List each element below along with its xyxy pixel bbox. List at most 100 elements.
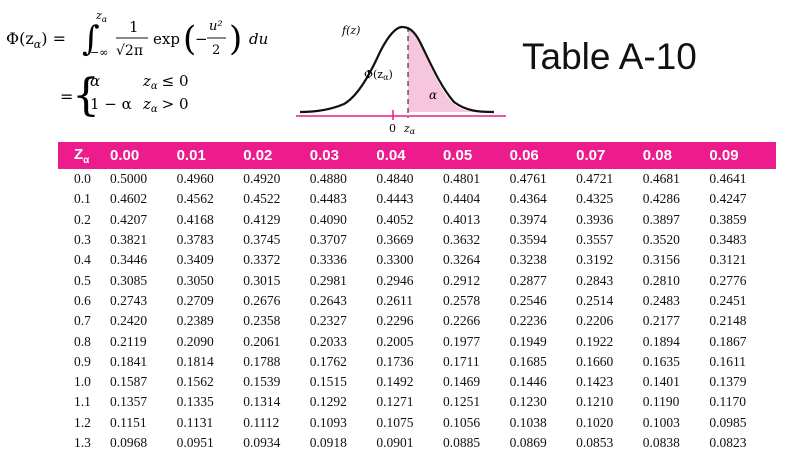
table-cell: 0.4404 — [442, 191, 481, 207]
row-z-value: 0.6 — [74, 292, 91, 308]
case1-cond: zα ≤ 0 — [142, 72, 189, 92]
table-cell: 0.1335 — [176, 394, 214, 410]
table-cell: 0.4325 — [576, 191, 614, 207]
case1-value: α — [90, 72, 100, 90]
table-cell: 0.2389 — [176, 313, 214, 329]
table-cell: 0.1762 — [309, 353, 347, 369]
table-cell: 0.0853 — [576, 435, 614, 450]
table-cell: 0.1190 — [642, 394, 680, 410]
table-cell: 0.2327 — [309, 313, 347, 329]
z-alpha-label: zα — [403, 122, 416, 136]
table-cell: 0.1635 — [642, 353, 680, 369]
table-cell: 0.2546 — [509, 292, 547, 308]
table-cell: 0.2358 — [243, 313, 281, 329]
table-cell: 0.3085 — [110, 272, 148, 288]
table-cell: 0.1711 — [442, 353, 480, 369]
row-z-value: 0.0 — [74, 171, 91, 187]
integral-sign: ∫ — [82, 19, 100, 59]
table-cell: 0.0838 — [642, 435, 680, 450]
table-cell: 0.2177 — [642, 313, 680, 329]
header-row: Zα 0.00 0.01 0.02 0.03 0.04 0.05 0.06 0.07 0.08 0… — [58, 142, 776, 169]
table-row: 0.2 0.4207 0.4168 0.4129 0.4090 0.4052 0.4013 0… — [58, 210, 776, 230]
row-z-value: 0.3 — [74, 232, 91, 248]
table-cell: 0.3974 — [509, 211, 547, 227]
case2-cond: zα > 0 — [142, 95, 189, 115]
table-cell: 0.2776 — [709, 272, 747, 288]
header-col: 0.04 — [376, 147, 406, 164]
table-cell: 0.2946 — [376, 272, 414, 288]
table-cell: 0.3300 — [376, 252, 414, 268]
row-z-value: 0.7 — [74, 313, 91, 329]
table-cell: 0.3409 — [176, 252, 214, 268]
table-cell: 0.3264 — [442, 252, 481, 268]
zero-label: 0 — [389, 122, 396, 135]
table-cell: 0.4522 — [243, 191, 281, 207]
table-cell: 0.1587 — [110, 374, 148, 390]
table-row: 0.7 0.2420 0.2389 0.2358 0.2327 0.2296 0.2266 0… — [58, 311, 776, 331]
table-cell: 0.1271 — [376, 394, 414, 410]
table-cell: 0.1867 — [709, 333, 747, 349]
table-cell: 0.1093 — [309, 414, 347, 430]
table-cell: 0.1814 — [176, 353, 214, 369]
table-cell: 0.4443 — [376, 191, 414, 207]
table-cell: 0.2148 — [709, 313, 747, 329]
table-cell: 0.3050 — [176, 272, 214, 288]
table-cell: 0.1611 — [709, 353, 746, 369]
table-row: 0.6 0.2743 0.2709 0.2676 0.2643 0.2611 0.2578 0… — [58, 291, 776, 311]
table-cell: 0.1922 — [576, 333, 614, 349]
header-col: 0.09 — [709, 147, 739, 164]
table-cell: 0.3821 — [110, 232, 148, 248]
table-cell: 0.3557 — [576, 232, 614, 248]
row-z-value: 0.4 — [74, 252, 91, 268]
table-cell: 0.3446 — [110, 252, 148, 268]
table-title: Table A-10 — [522, 36, 697, 77]
table-cell: 0.3707 — [309, 232, 347, 248]
table-cell: 0.1314 — [243, 394, 281, 410]
table-cell: 0.2578 — [442, 292, 481, 308]
header-col: 0.01 — [176, 147, 206, 164]
table-cell: 0.0869 — [509, 435, 547, 450]
table-cell: 0.4286 — [642, 191, 680, 207]
table-cell: 0.0901 — [376, 435, 414, 450]
table-cell: 0.3745 — [243, 232, 281, 248]
table-cell: 0.4207 — [110, 211, 148, 227]
table-cell: 0.2420 — [110, 313, 148, 329]
table-cell: 0.0885 — [442, 435, 481, 450]
table-body: 0.0 0.5000 0.4960 0.4920 0.4880 0.4840 0.4801 0… — [58, 169, 776, 453]
header-z: Zα — [74, 145, 90, 166]
table-cell: 0.1423 — [576, 374, 614, 390]
curve-svg: f(z) Φ(zα) α 0 zα — [296, 24, 506, 136]
table-cell: 0.4920 — [243, 171, 281, 187]
table-cell: 0.3121 — [709, 252, 747, 268]
table-cell: 0.2611 — [376, 292, 413, 308]
table-cell: 0.2296 — [376, 313, 414, 329]
header-col: 0.05 — [442, 147, 473, 164]
table-cell: 0.1112 — [243, 414, 280, 430]
table-cell: 0.2061 — [243, 333, 281, 349]
integral-upper: zα — [95, 9, 108, 24]
paren-right: ) — [229, 19, 242, 59]
exp-den: 2 — [212, 43, 220, 58]
table-cell: 0.2743 — [110, 292, 148, 308]
frac-den: √2π — [116, 43, 143, 59]
integral-lower: −∞ — [90, 46, 108, 59]
table-cell: 0.4641 — [709, 171, 747, 187]
row-z-value: 1.3 — [74, 435, 91, 450]
table-cell: 0.3015 — [243, 272, 281, 288]
table-row: 1.3 0.0968 0.0951 0.0934 0.0918 0.0901 0.0885 0… — [58, 433, 776, 453]
fz-label: f(z) — [341, 24, 360, 37]
table-cell: 0.5000 — [110, 171, 148, 187]
table-cell: 0.3669 — [376, 232, 414, 248]
table-cell: 0.1038 — [509, 414, 547, 430]
table-cell: 0.1736 — [376, 353, 414, 369]
table-cell: 0.4483 — [309, 191, 347, 207]
table-cell: 0.1894 — [642, 333, 680, 349]
table-cell: 0.1562 — [176, 374, 214, 390]
table-cell: 0.3594 — [509, 232, 547, 248]
row-z-value: 1.1 — [74, 394, 91, 410]
table-row: 0.0 0.5000 0.4960 0.4920 0.4880 0.4840 0.4801 0… — [58, 169, 776, 189]
table-cell: 0.0951 — [176, 435, 214, 450]
exp-num: u² — [209, 19, 223, 34]
header-col: 0.02 — [243, 147, 273, 164]
table-row: 1.2 0.1151 0.1131 0.1112 0.1093 0.1075 0.1056 0… — [58, 413, 776, 433]
